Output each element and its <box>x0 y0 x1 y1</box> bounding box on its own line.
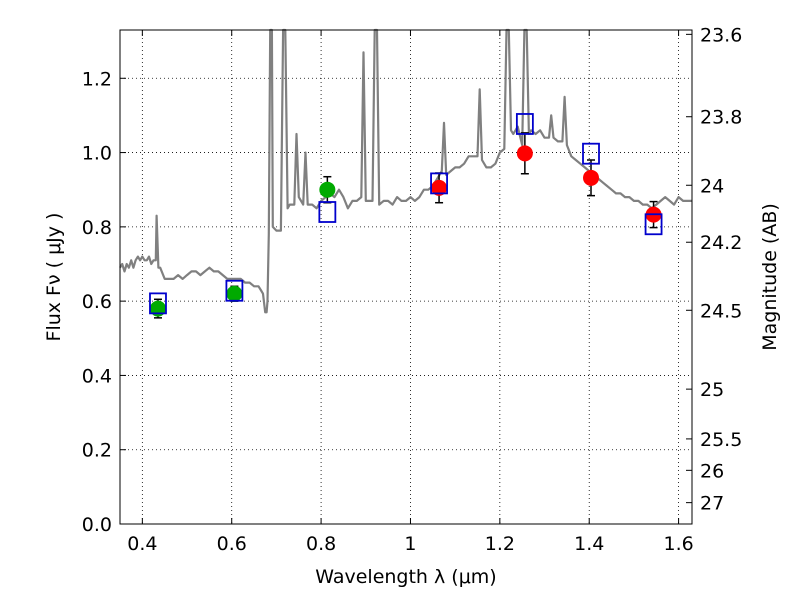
magnitude-tick-label: 23.8 <box>700 107 742 129</box>
data-point-circle <box>583 169 600 186</box>
model-photometry-box <box>582 142 600 165</box>
x-tick-label: 1.4 <box>574 533 604 555</box>
y-tick-label: 0.4 <box>82 365 112 387</box>
model-photometry-box <box>318 201 337 223</box>
magnitude-tick-label: 24.2 <box>700 232 742 254</box>
magnitude-tick-label: 25.5 <box>700 429 742 451</box>
data-point-circle <box>516 145 533 162</box>
data-point-circle <box>431 179 448 196</box>
y-tick-label: 0.8 <box>82 217 112 239</box>
model-photometry-box <box>515 113 534 135</box>
grid-lines <box>120 30 692 525</box>
x-axis-label: Wavelength λ (μm) <box>315 566 496 588</box>
model-photometry-box <box>225 279 244 302</box>
y-tick-label: 1.0 <box>82 143 112 165</box>
magnitude-tick-label: 26 <box>700 460 724 482</box>
x-tick-label: 0.6 <box>217 533 247 555</box>
y-tick-label: 0.6 <box>82 291 112 313</box>
magnitude-tick-label: 23.6 <box>700 24 742 46</box>
y-tick-labels-right: 23.6 23.8 24 24.2 24.5 25 25.5 26 27 <box>700 24 742 514</box>
x-tick-label: 1 <box>404 533 416 555</box>
model-photometry-box <box>644 213 663 236</box>
x-tick-labels: 0.4 0.6 0.8 1 1.2 1.4 1.6 <box>127 533 693 555</box>
plot-frame <box>119 29 693 525</box>
y-tick-labels-left: 0.0 0.2 0.4 0.6 0.8 1.0 1.2 <box>82 68 112 536</box>
sed-model-line <box>119 28 692 314</box>
y-axis-label-right: Magnitude (AB) <box>759 203 781 351</box>
data-markers <box>149 113 663 317</box>
y-tick-label: 0.2 <box>82 440 112 462</box>
magnitude-tick-label: 24 <box>700 175 724 197</box>
y-tick-label: 1.2 <box>82 68 112 90</box>
x-tick-label: 0.8 <box>306 533 336 555</box>
magnitude-tick-label: 27 <box>700 493 724 515</box>
magnitude-tick-label: 24.5 <box>700 300 742 322</box>
data-point-circle <box>226 285 243 302</box>
model-photometry-box <box>149 292 167 315</box>
y-axis-label-left: Flux Fν ( μJy ) <box>43 213 65 342</box>
x-tick-label: 1.2 <box>485 533 515 555</box>
tick-marks <box>120 30 692 525</box>
model-photometry-box <box>430 172 448 195</box>
magnitude-tick-label: 25 <box>700 379 724 401</box>
x-tick-label: 1.6 <box>663 533 693 555</box>
x-tick-label: 0.4 <box>127 533 157 555</box>
data-point-circle <box>319 181 336 198</box>
sed-model-curve <box>119 28 692 314</box>
y-tick-label: 0.0 <box>82 514 112 536</box>
